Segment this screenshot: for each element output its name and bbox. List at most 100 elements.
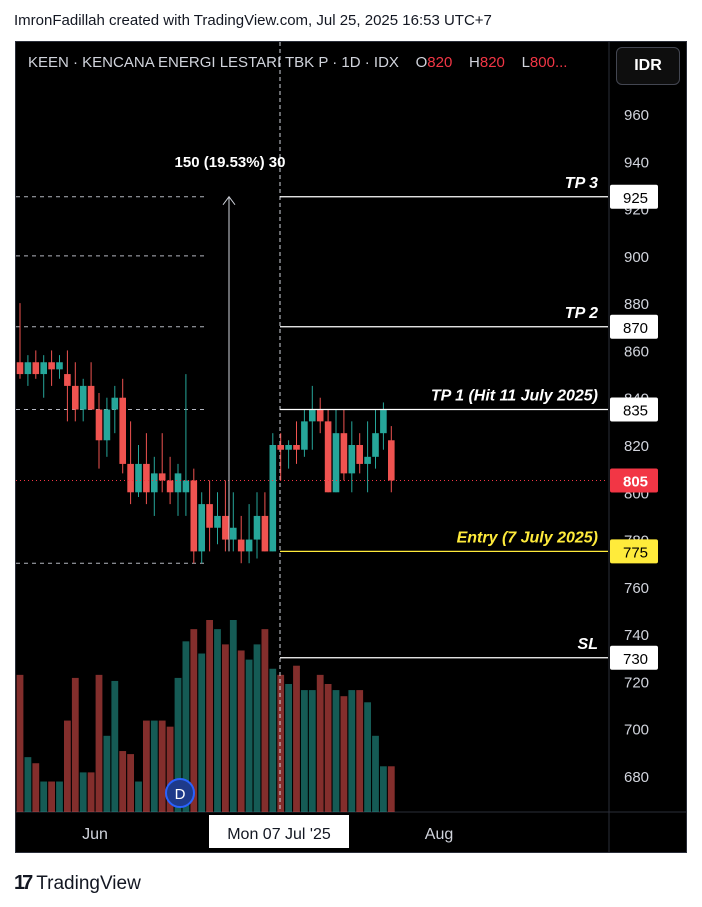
volume-bar (143, 720, 150, 812)
low-value: 800... (529, 54, 568, 71)
volume-bar (56, 781, 63, 812)
volume-bar (245, 659, 253, 812)
candle-body (56, 362, 63, 370)
level-price-text: 925 (623, 190, 648, 207)
candle-body (158, 473, 166, 481)
candle-body (230, 527, 237, 540)
candle-body (127, 463, 134, 493)
symbol-legend[interactable]: KEEN · KENCANA ENERGI LESTARI TBK P · 1D… (28, 54, 567, 71)
candle-body (285, 445, 292, 450)
volume-bar (24, 757, 32, 812)
level-label: TP 3 (565, 175, 598, 192)
candle-body (388, 440, 395, 481)
volume-bar (16, 674, 24, 812)
y-tick-label: 680 (624, 769, 649, 786)
y-tick-label: 940 (624, 154, 649, 171)
volume-bar (356, 690, 364, 812)
candle-body (95, 409, 103, 441)
candle-body (40, 362, 47, 375)
volume-bar (119, 751, 127, 812)
volume-bar (229, 620, 237, 812)
level-label: SL (578, 636, 598, 653)
candle-body (269, 445, 277, 552)
candle-body (103, 409, 111, 441)
candle-body (372, 433, 379, 457)
volume-bar (111, 680, 119, 812)
volume-bar (237, 650, 245, 812)
candle-body (182, 480, 190, 493)
candle-body (316, 409, 324, 422)
volume-bar (79, 772, 87, 812)
candle-body (72, 385, 79, 410)
candle-body (198, 504, 205, 552)
dividend-event-letter: D (175, 786, 186, 803)
volume-bar (127, 754, 134, 812)
volume-bar (166, 726, 174, 812)
open-label: O (415, 54, 428, 71)
volume-bar (387, 766, 395, 812)
volume-bar (261, 629, 269, 812)
level-label: TP 1 (Hit 11 July 2025) (431, 388, 598, 405)
candle-body (301, 421, 308, 450)
volume-bar (308, 690, 316, 812)
candle-body (16, 362, 24, 375)
y-tick-label: 700 (624, 722, 649, 739)
measure-label: 150 (19.53%) 30 (175, 154, 286, 171)
level-price-tag (610, 539, 658, 564)
y-tick-label: 880 (624, 296, 649, 313)
y-tick-label: 900 (624, 249, 649, 266)
candle-body (261, 515, 269, 552)
candle-body (293, 445, 300, 450)
level-price-tag (610, 397, 658, 422)
volume-bar (48, 781, 55, 812)
candle-body (332, 433, 340, 493)
candle-body (237, 539, 245, 552)
volume-bar (198, 653, 206, 812)
level-price-tag (610, 314, 658, 339)
currency-button[interactable]: IDR (616, 47, 680, 85)
volume-bar (253, 644, 261, 812)
volume-bar (214, 629, 221, 812)
current-price-tag (610, 468, 658, 493)
crosshair-date-text: Mon 07 Jul '25 (227, 826, 331, 843)
candle-body (24, 362, 32, 375)
candle-body (32, 362, 40, 375)
volume-bar (206, 620, 213, 812)
candle-body (340, 433, 348, 474)
tradingview-brand[interactable]: 17 TradingView (14, 872, 141, 895)
open-value: 820 (427, 54, 453, 71)
volume-bar (324, 684, 332, 812)
candle-body (348, 445, 356, 474)
candle-body (214, 515, 221, 528)
volume-bar (103, 735, 111, 812)
candle-body (253, 515, 261, 540)
volume-bar (64, 720, 71, 812)
candle-body (190, 480, 198, 552)
volume-bar (150, 720, 158, 812)
volume-bar (222, 644, 229, 812)
volume-bar (87, 772, 95, 812)
candle-body (151, 473, 158, 493)
measure-arrow-head (222, 195, 236, 206)
y-tick-label: 960 (624, 107, 649, 124)
candle-body (245, 539, 253, 552)
tradingview-logo-icon: 17 (14, 872, 33, 894)
volume-bar (285, 684, 292, 812)
candle-body (87, 385, 95, 410)
candle-body (364, 456, 371, 464)
volume-bar (301, 690, 308, 812)
volume-bar (182, 641, 190, 812)
level-label: TP 2 (565, 305, 598, 322)
symbol-name[interactable]: KEEN · KENCANA ENERGI LESTARI TBK P · 1D… (28, 54, 399, 71)
volume-bar (190, 629, 198, 812)
volume-bar (32, 763, 40, 812)
high-label: H (469, 54, 480, 71)
candle-body (309, 409, 316, 422)
y-tick-label: 720 (624, 674, 649, 691)
candle-body (174, 473, 182, 493)
candle-body (277, 445, 284, 450)
volume-bar (364, 702, 371, 812)
y-tick-label: 820 (624, 438, 649, 455)
crosshair-date-tag (209, 815, 349, 848)
